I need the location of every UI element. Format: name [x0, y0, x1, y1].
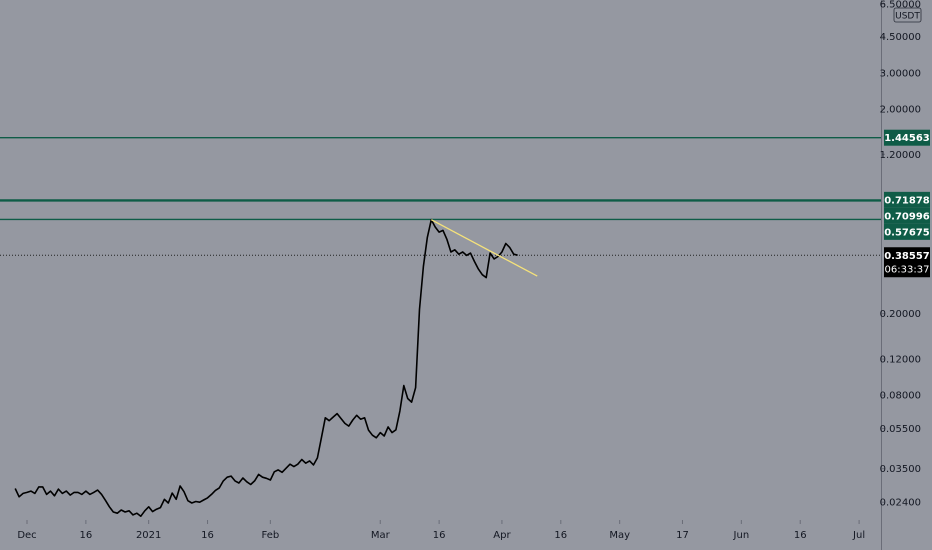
- x-tick-label-6: 16: [433, 530, 446, 541]
- horizontal-levels: [0, 137, 881, 221]
- level-tag-label-1: 0.71878: [884, 195, 930, 206]
- level-price-tags: 1.44563 0.71878 0.70996 0.57675: [884, 129, 930, 240]
- currency-label: USDT: [895, 12, 920, 22]
- y-tick-label-3: 2.00000: [880, 104, 921, 115]
- level-tag-label-3: 0.57675: [884, 227, 930, 238]
- y-tick-label-8: 0.05500: [880, 424, 921, 435]
- x-tick-label-11: Jun: [733, 530, 750, 541]
- x-tick-label-7: Apr: [493, 530, 511, 541]
- y-axis-ticks: 6.50000 4.50000 3.00000 2.00000 1.20000 0.200…: [880, 0, 921, 509]
- x-tick-label-13: Jul: [852, 530, 865, 541]
- level-tag-box-3: [884, 223, 930, 240]
- y-tick-label-0: 6.50000: [880, 0, 921, 11]
- trendline[interactable]: [430, 219, 538, 277]
- countdown-label: 06:33:37: [885, 264, 930, 275]
- y-tick-label-7: 0.08000: [880, 391, 921, 402]
- x-tick-label-9: May: [609, 530, 630, 541]
- y-tick-label-4: 1.20000: [880, 150, 921, 161]
- last-price-tag: 0.38557 06:33:37: [884, 247, 930, 278]
- x-tick-label-5: Mar: [371, 530, 391, 541]
- x-tick-label-12: 16: [794, 530, 807, 541]
- x-tick-label-2: 2021: [136, 530, 161, 541]
- y-tick-label-10: 0.02400: [880, 498, 921, 509]
- last-price-tag-box: [884, 247, 930, 278]
- x-axis-ticks: Dec 16 2021 16 Feb Mar 16 Apr 16 May 17 Jun 16 Jul: [17, 520, 865, 541]
- level-tag-box-2: [884, 207, 930, 224]
- currency-badge-box: [893, 7, 922, 23]
- level-tag-label-0: 1.44563: [884, 133, 930, 144]
- price-series-line: [14, 218, 518, 517]
- x-tick-label-4: Feb: [261, 530, 279, 541]
- y-tick-label-2: 3.00000: [880, 68, 921, 79]
- y-tick-label-9: 0.03500: [880, 464, 921, 475]
- last-price-label: 0.38557: [884, 251, 930, 262]
- y-tick-label-1: 4.50000: [880, 32, 921, 43]
- x-tick-label-1: 16: [80, 530, 93, 541]
- x-tick-label-10: 17: [676, 530, 689, 541]
- currency-badge[interactable]: USDT: [893, 7, 922, 23]
- x-tick-label-0: Dec: [17, 530, 36, 541]
- y-tick-label-5: 0.20000: [880, 309, 921, 320]
- y-tick-label-6: 0.12000: [880, 355, 921, 366]
- x-tick-label-3: 16: [201, 530, 214, 541]
- level-tag-box-0: [884, 129, 930, 146]
- x-tick-label-8: 16: [554, 530, 567, 541]
- level-tag-label-2: 0.70996: [884, 211, 930, 222]
- level-tag-box-1: [884, 191, 930, 208]
